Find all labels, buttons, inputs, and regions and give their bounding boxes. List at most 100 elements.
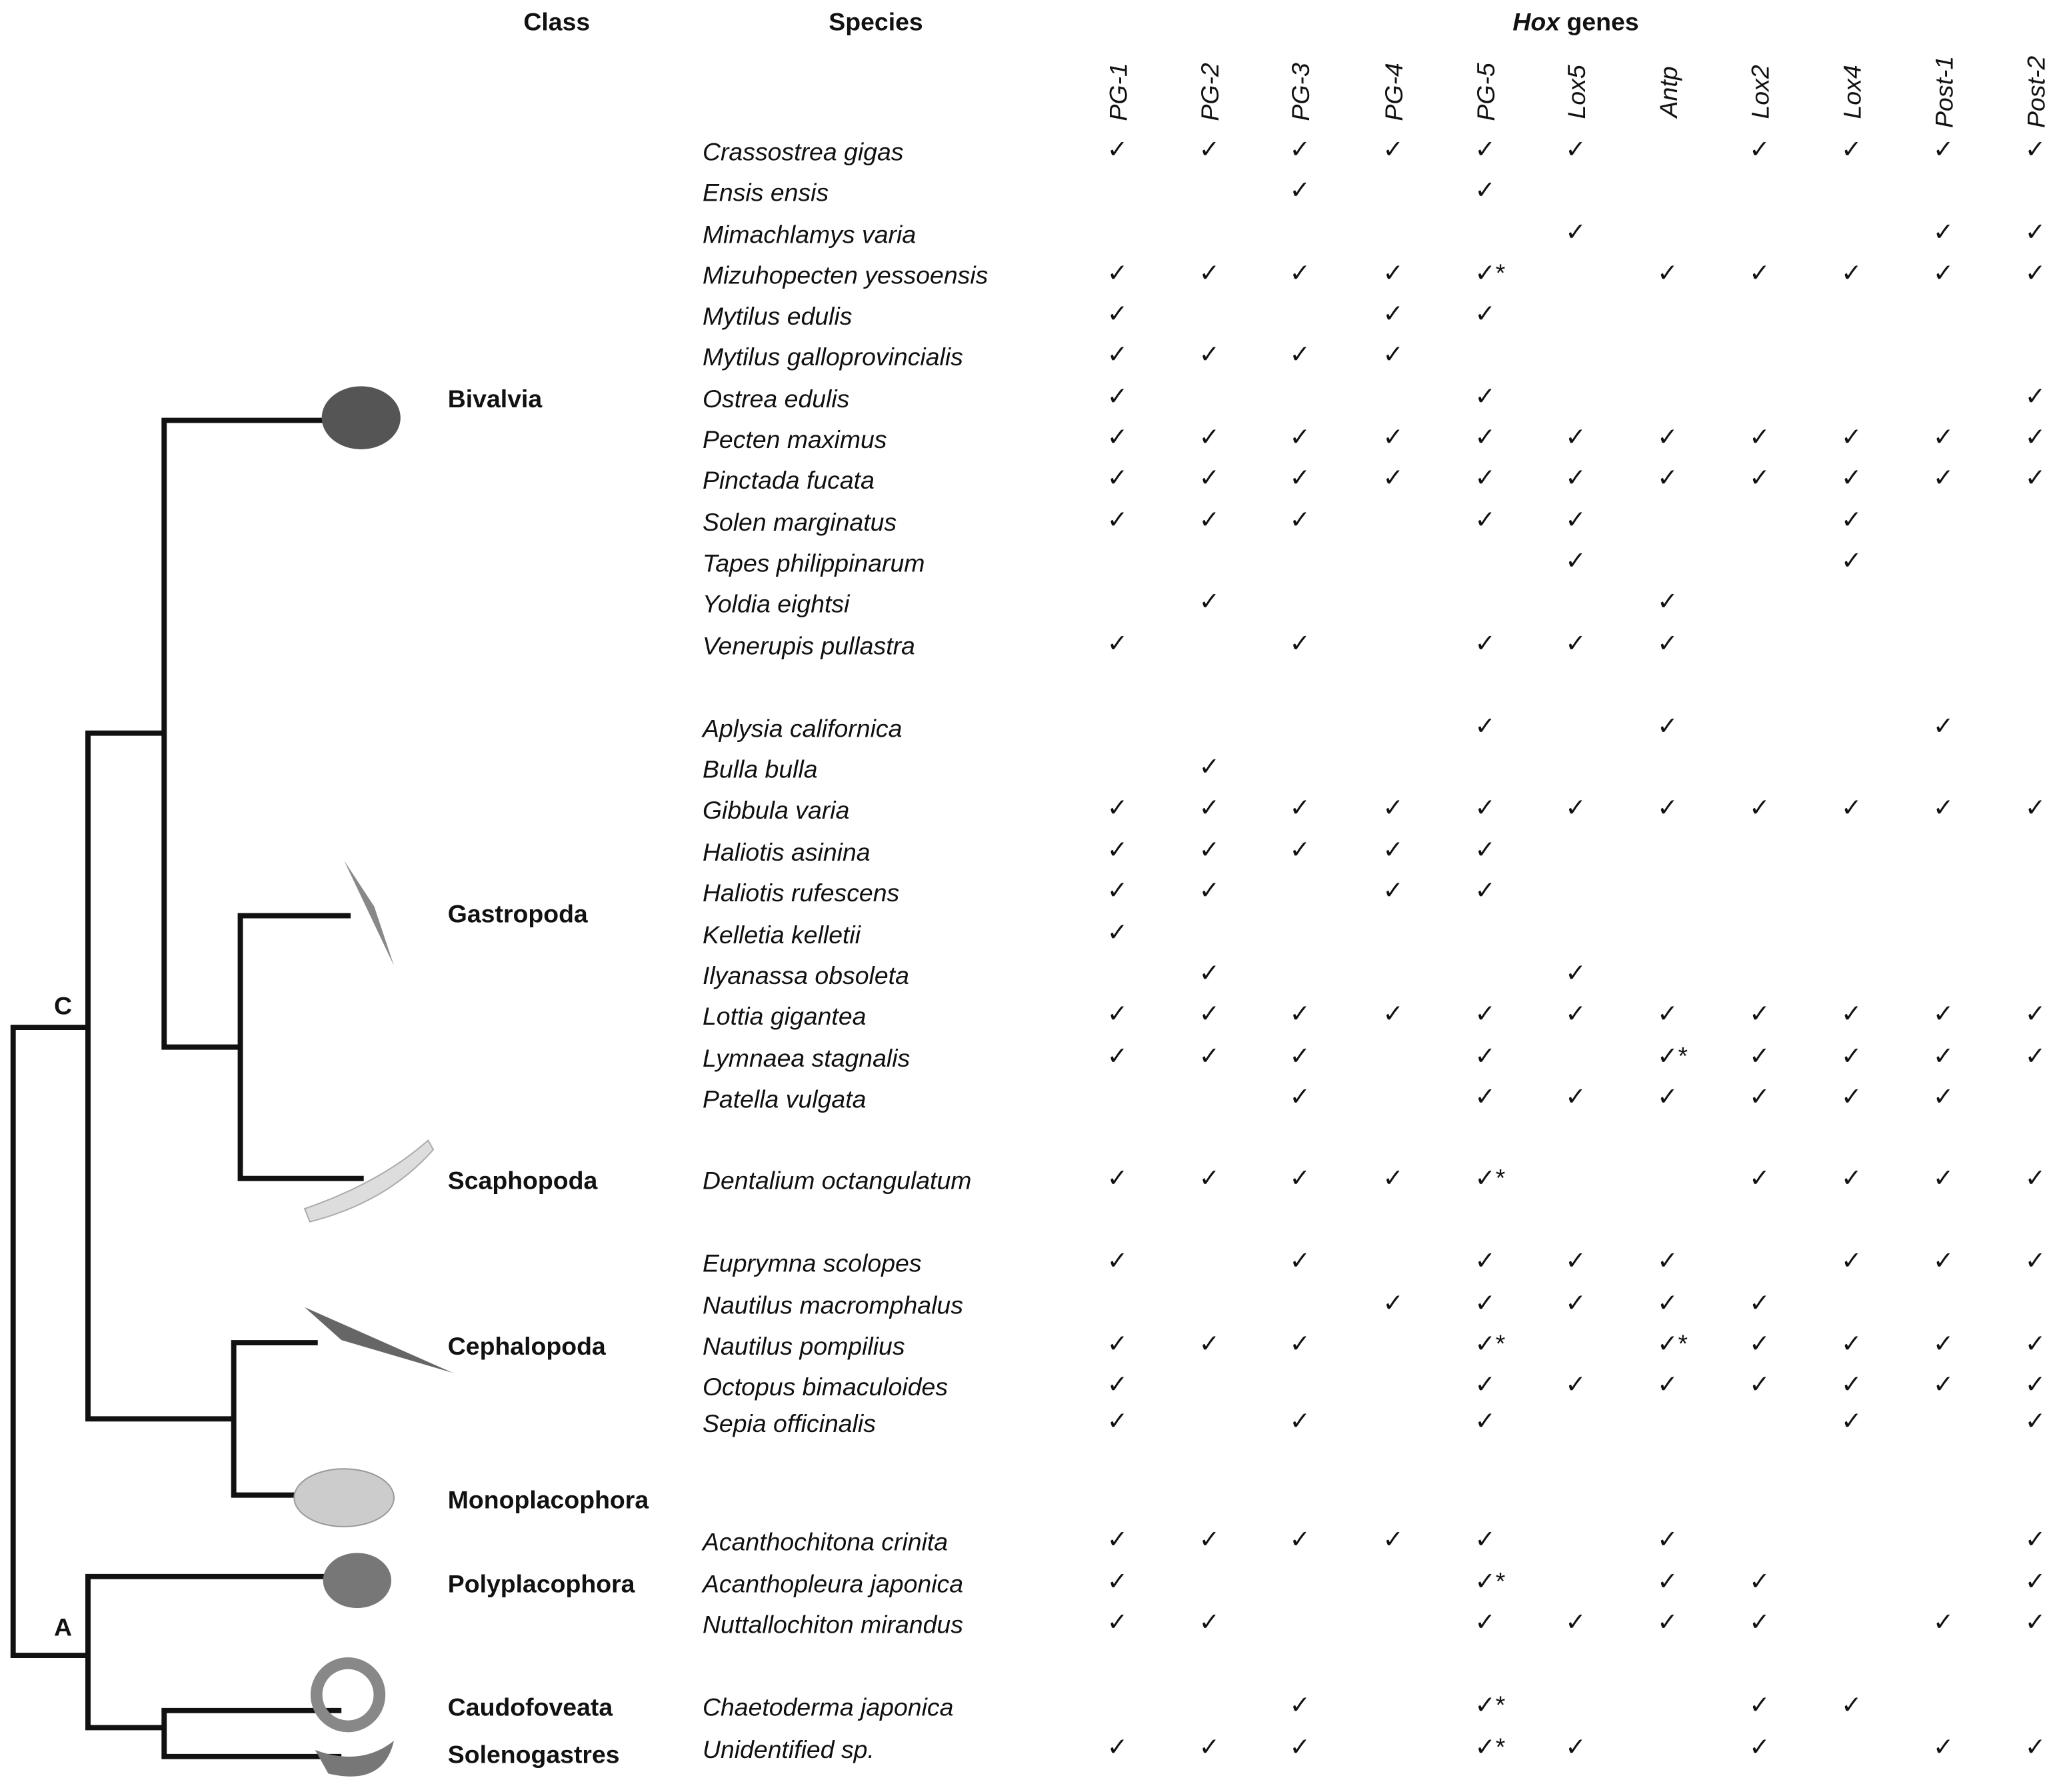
gene-check: ✓	[1474, 629, 1495, 657]
gene-check: ✓	[1382, 793, 1403, 821]
gene-check: ✓	[1657, 999, 1678, 1027]
species-name: Gibbula varia	[703, 796, 849, 824]
gene-check: ✓	[1749, 1608, 1770, 1636]
gene-check: ✓	[1749, 423, 1770, 451]
gene-check: ✓	[1565, 1370, 1586, 1398]
gene-check: ✓	[1657, 1247, 1678, 1275]
gene-check: ✓	[1565, 999, 1586, 1027]
gene-check: ✓	[1199, 1733, 1220, 1761]
gene-check: ✓	[1107, 135, 1128, 163]
gene-check: ✓	[1749, 1329, 1770, 1357]
class-label: Gastropoda	[448, 899, 589, 927]
gene-check: ✓	[2025, 259, 2046, 287]
caudofoveate-icon	[310, 1657, 386, 1733]
species-name: Haliotis asinina	[703, 838, 871, 866]
gene-check: ✓	[1290, 835, 1310, 863]
gene-check: ✓	[1382, 999, 1403, 1027]
gene-check: ✓	[2025, 1608, 2046, 1636]
gene-check: ✓	[1107, 1041, 1128, 1069]
gene-check: ✓	[1199, 959, 1220, 987]
gene-check: ✓	[1382, 299, 1403, 327]
gene-label: Post-2	[2022, 56, 2050, 128]
gene-check: ✓	[1933, 1329, 1954, 1357]
gene-check: ✓	[1841, 1164, 1862, 1192]
species-name: Crassostrea gigas	[703, 137, 904, 165]
gene-check: ✓	[1474, 382, 1495, 410]
gene-check: ✓	[1199, 753, 1220, 781]
solenogastre-icon	[315, 1741, 395, 1777]
gene-check: ✓	[1290, 1407, 1310, 1435]
hox-word: Hox	[1512, 7, 1561, 35]
species-name: Dentalium octangulatum	[703, 1166, 971, 1194]
gene-check: ✓	[1657, 463, 1678, 491]
gene-check: ✓	[1565, 135, 1586, 163]
species-name: Bulla bulla	[703, 755, 818, 783]
gene-check: ✓	[1657, 259, 1678, 287]
gene-check: ✓	[2025, 1407, 2046, 1435]
gene-check: ✓*	[1474, 1329, 1505, 1357]
scaphopod-icon	[303, 1139, 435, 1223]
gene-check: ✓	[2025, 135, 2046, 163]
gene-check: ✓	[1107, 340, 1128, 368]
gene-check: ✓	[1107, 423, 1128, 451]
gene-check: ✓	[1474, 835, 1495, 863]
gene-check: ✓	[1657, 423, 1678, 451]
gene-check: ✓*	[1474, 1691, 1505, 1719]
gene-check: ✓	[1290, 1733, 1310, 1761]
gene-check: ✓	[1841, 135, 1862, 163]
gene-check: ✓	[1749, 1082, 1770, 1110]
gene-check: ✓	[1199, 423, 1220, 451]
gene-check: ✓	[1841, 546, 1862, 574]
gene-check: ✓*	[1657, 1041, 1688, 1069]
gene-check: ✓	[1749, 793, 1770, 821]
gene-check: ✓	[1565, 505, 1586, 533]
gene-check: ✓	[1290, 176, 1310, 204]
gene-check: ✓	[1933, 999, 1954, 1027]
gene-check: ✓	[1382, 1289, 1403, 1317]
gene-check: ✓	[1199, 1041, 1220, 1069]
gene-check: ✓	[1107, 299, 1128, 327]
gene-check: ✓	[1107, 1407, 1128, 1435]
gene-check: ✓	[1107, 1247, 1128, 1275]
gene-check: ✓	[2025, 423, 2046, 451]
gene-check: ✓	[1199, 463, 1220, 491]
gene-check: ✓	[1565, 1733, 1586, 1761]
class-label: Cephalopoda	[448, 1332, 607, 1360]
species-name: Pinctada fucata	[703, 466, 875, 494]
gene-check: ✓	[1933, 1733, 1954, 1761]
gene-check: ✓	[1290, 1329, 1310, 1357]
gene-label: PG-4	[1380, 63, 1408, 121]
gene-check: ✓	[2025, 1370, 2046, 1398]
species-header: Species	[829, 7, 923, 35]
gene-check: ✓	[1565, 1608, 1586, 1636]
gene-check: ✓	[1657, 1608, 1678, 1636]
species-name: Ostrea edulis	[703, 385, 849, 413]
gene-check: ✓	[1474, 1525, 1495, 1553]
species-name: Mimachlamys varia	[703, 221, 916, 249]
gene-check: ✓	[1199, 135, 1220, 163]
gene-check: ✓	[1290, 463, 1310, 491]
gene-label: Lox5	[1562, 65, 1590, 119]
gene-label: Lox2	[1746, 65, 1774, 119]
gene-check: ✓	[1107, 629, 1128, 657]
gene-check: ✓	[1107, 505, 1128, 533]
gene-label: PG-3	[1286, 63, 1314, 121]
gene-check: ✓	[2025, 1329, 2046, 1357]
gene-check: ✓	[1474, 463, 1495, 491]
gene-check: ✓	[1749, 1289, 1770, 1317]
gene-check: ✓	[1841, 505, 1862, 533]
gene-check: ✓	[1657, 587, 1678, 615]
gene-check: ✓	[1107, 793, 1128, 821]
species-name: Solen marginatus	[703, 508, 897, 536]
monoplacophoran-icon	[293, 1468, 395, 1527]
gene-check: ✓	[2025, 218, 2046, 246]
gene-check: ✓	[1290, 1164, 1310, 1192]
species-name: Ilyanassa obsoleta	[703, 961, 909, 989]
gene-check: ✓	[1749, 1164, 1770, 1192]
gene-check: ✓	[1382, 463, 1403, 491]
gene-check: ✓	[1199, 340, 1220, 368]
gene-check: ✓*	[1657, 1329, 1688, 1357]
gene-check: ✓	[1841, 423, 1862, 451]
species-name: Aplysia californica	[701, 715, 902, 743]
